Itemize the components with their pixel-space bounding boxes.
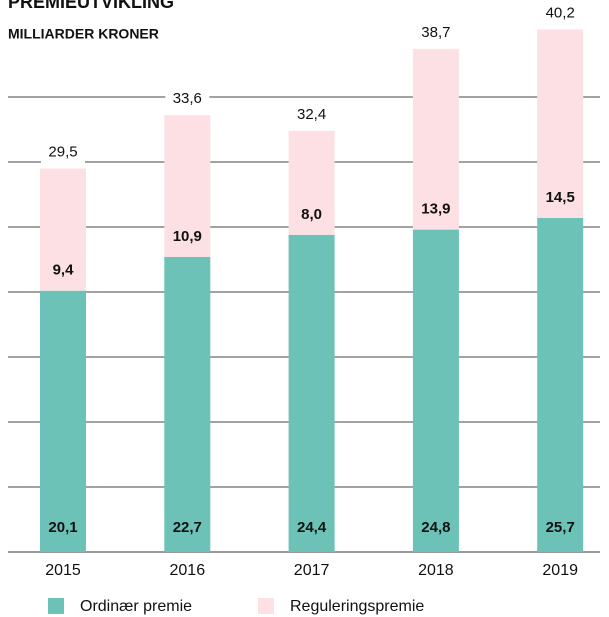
label-background bbox=[165, 89, 210, 110]
value-label: 14,5 bbox=[546, 189, 575, 206]
bar-segment bbox=[164, 115, 211, 257]
bar-segment bbox=[40, 290, 86, 552]
legend-swatch bbox=[48, 598, 64, 614]
total-label: 40,2 bbox=[546, 4, 575, 21]
bar-segment bbox=[537, 29, 584, 218]
value-label: 8,0 bbox=[301, 206, 322, 223]
label-background bbox=[289, 104, 334, 125]
x-tick-label: 2015 bbox=[45, 562, 81, 579]
value-label: 24,8 bbox=[421, 519, 450, 536]
label-background bbox=[413, 22, 458, 43]
total-label: 29,5 bbox=[48, 143, 77, 160]
legend-swatch bbox=[258, 598, 274, 614]
x-tick-label: 2019 bbox=[542, 562, 578, 579]
chart-title: PREMIEUTVIKLING bbox=[8, 0, 174, 12]
value-label: 13,9 bbox=[421, 201, 450, 218]
bar-segment bbox=[288, 234, 335, 553]
bar-segment bbox=[164, 256, 211, 552]
bar-segment bbox=[537, 217, 584, 552]
bar-segment bbox=[40, 168, 86, 291]
value-label: 10,9 bbox=[173, 228, 202, 245]
chart-subtitle: MILLIARDER KRONER bbox=[8, 26, 159, 42]
legend-label: Reguleringspremie bbox=[290, 598, 424, 615]
legend-label: Ordinær premie bbox=[80, 598, 192, 615]
total-label: 32,4 bbox=[297, 106, 326, 123]
x-tick-label: 2017 bbox=[294, 562, 330, 579]
bar-segment bbox=[288, 130, 335, 235]
label-background bbox=[41, 142, 85, 163]
value-label: 20,1 bbox=[48, 519, 77, 536]
total-label: 33,6 bbox=[173, 90, 202, 107]
x-tick-label: 2016 bbox=[170, 562, 206, 579]
total-label: 38,7 bbox=[421, 24, 450, 41]
value-label: 25,7 bbox=[546, 519, 575, 536]
label-background bbox=[538, 3, 583, 24]
x-tick-label: 2018 bbox=[418, 562, 454, 579]
bar-segment bbox=[412, 48, 459, 230]
bar-segment bbox=[412, 229, 459, 552]
value-label: 24,4 bbox=[297, 519, 327, 536]
value-label: 9,4 bbox=[53, 262, 75, 279]
value-label: 22,7 bbox=[173, 519, 202, 536]
